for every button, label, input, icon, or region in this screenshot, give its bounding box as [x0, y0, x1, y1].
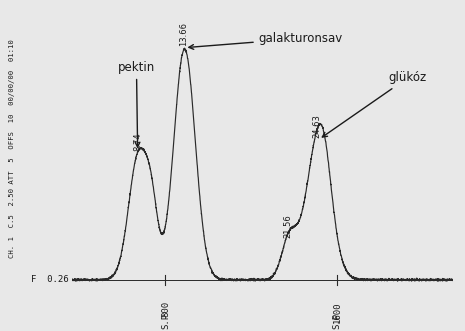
- Text: 800: 800: [161, 301, 170, 317]
- Text: 13.66: 13.66: [179, 23, 188, 46]
- Text: 24.63: 24.63: [313, 114, 322, 138]
- Text: S.P: S.P: [161, 313, 170, 329]
- Text: 21.56: 21.56: [284, 214, 293, 238]
- Text: glükóz: glükóz: [322, 71, 427, 137]
- Text: 8.74: 8.74: [133, 133, 142, 151]
- Text: CH. 1  C.5  2.50 ATT  5  OFFS  10  00/00/00  01:10: CH. 1 C.5 2.50 ATT 5 OFFS 10 00/00/00 01…: [9, 40, 14, 258]
- Text: S.P: S.P: [332, 313, 342, 329]
- Text: pektin: pektin: [118, 61, 155, 147]
- Text: 1600: 1600: [332, 301, 342, 323]
- Text: galakturonsav: galakturonsav: [189, 32, 343, 49]
- Text: F  0.26: F 0.26: [31, 275, 69, 284]
